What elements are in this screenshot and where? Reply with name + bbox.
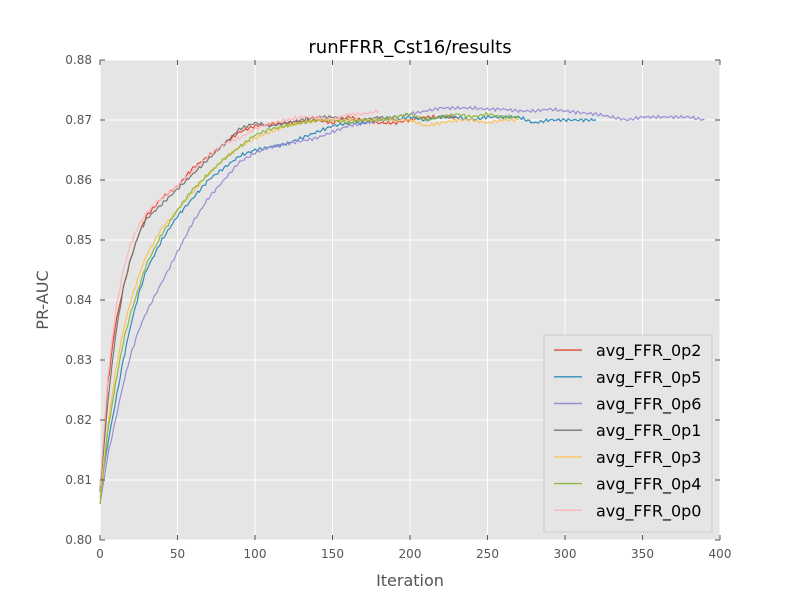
y-tick-label: 0.82 — [65, 413, 92, 427]
legend-label: avg_FFR_0p5 — [596, 368, 701, 388]
y-tick-label: 0.83 — [65, 353, 92, 367]
x-tick-label: 350 — [631, 547, 654, 561]
x-axis-label: Iteration — [376, 571, 444, 590]
axis-ticks: 0 50 100 150 200 250 300 350 400 0.80 0.81 0.82 0.83… — [65, 53, 731, 561]
y-tick-label: 0.81 — [65, 473, 92, 487]
y-tick-label: 0.84 — [65, 293, 92, 307]
y-tick-label: 0.86 — [65, 173, 92, 187]
legend-label: avg_FFR_0p4 — [596, 475, 701, 495]
x-tick-label: 200 — [399, 547, 422, 561]
legend-label: avg_FFR_0p0 — [596, 501, 701, 521]
x-tick-label: 100 — [244, 547, 267, 561]
series-line-avg_FFR_0p0 — [99, 109, 380, 487]
y-tick-label: 0.87 — [65, 113, 92, 127]
x-tick-label: 300 — [554, 547, 577, 561]
y-tick-label: 0.85 — [65, 233, 92, 247]
y-tick-label: 0.80 — [65, 533, 92, 547]
legend-label: avg_FFR_0p2 — [596, 341, 701, 361]
y-tick-label: 0.88 — [65, 53, 92, 67]
x-tick-label: 250 — [476, 547, 499, 561]
legend-label: avg_FFR_0p1 — [596, 421, 701, 441]
legend-label: avg_FFR_0p6 — [596, 395, 701, 415]
legend-label: avg_FFR_0p3 — [596, 448, 701, 468]
legend: avg_FFR_0p2 avg_FFR_0p5 avg_FFR_0p6 avg_FFR… — [543, 334, 713, 533]
chart-title: runFFRR_Cst16/results — [308, 37, 511, 58]
x-tick-label: 150 — [321, 547, 344, 561]
series-line-avg_FFR_0p4 — [99, 111, 519, 505]
legend-box — [543, 334, 713, 533]
x-tick-label: 400 — [709, 547, 732, 561]
series-line-avg_FFR_0p3 — [99, 117, 519, 499]
y-axis-label: PR-AUC — [33, 270, 52, 329]
x-tick-label: 50 — [170, 547, 185, 561]
x-tick-label: 0 — [96, 547, 104, 561]
series-layer — [99, 105, 705, 505]
